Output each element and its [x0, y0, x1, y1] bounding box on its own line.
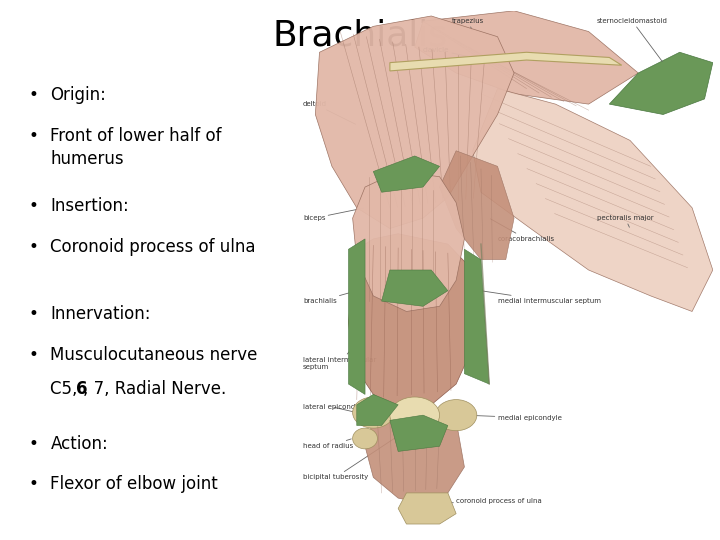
Polygon shape [348, 239, 365, 394]
Text: Origin:: Origin: [50, 86, 107, 104]
Text: •: • [29, 197, 39, 215]
Polygon shape [390, 415, 448, 451]
Text: trapezius: trapezius [452, 18, 485, 30]
Text: head of radius: head of radius [303, 439, 354, 449]
Polygon shape [415, 11, 638, 104]
Text: Action:: Action: [50, 435, 108, 453]
Text: C5,: C5, [50, 380, 83, 398]
Text: Musculocutaneous nerve: Musculocutaneous nerve [50, 346, 258, 363]
Text: medial intermuscular septum: medial intermuscular septum [482, 291, 600, 304]
Polygon shape [609, 52, 713, 114]
Text: •: • [29, 305, 39, 323]
Text: medial epicondyle: medial epicondyle [466, 415, 562, 421]
Ellipse shape [353, 397, 394, 428]
Text: sternocleidomastoid: sternocleidomastoid [597, 18, 667, 62]
Text: •: • [29, 435, 39, 453]
Text: Insertion:: Insertion: [50, 197, 129, 215]
Ellipse shape [353, 428, 377, 449]
Polygon shape [390, 52, 622, 71]
Text: deltoid: deltoid [303, 101, 356, 124]
Text: Front of lower half of
humerus: Front of lower half of humerus [50, 127, 222, 168]
Polygon shape [353, 172, 464, 312]
Text: coronoid process of ulna: coronoid process of ulna [441, 498, 542, 504]
Text: Brachialis: Brachialis [272, 19, 448, 53]
Polygon shape [348, 234, 481, 410]
Text: •: • [29, 127, 39, 145]
Text: lateral epicondyle: lateral epicondyle [303, 404, 366, 412]
Polygon shape [464, 249, 490, 384]
Text: •: • [29, 475, 39, 493]
Ellipse shape [436, 400, 477, 431]
Polygon shape [439, 151, 514, 260]
Text: , 7, Radial Nerve.: , 7, Radial Nerve. [83, 380, 226, 398]
Text: biceps: biceps [303, 208, 364, 221]
Text: clavicle: clavicle [423, 46, 472, 57]
Polygon shape [472, 89, 713, 312]
Polygon shape [365, 420, 464, 503]
Text: Flexor of elbow joint: Flexor of elbow joint [50, 475, 218, 493]
Text: •: • [29, 86, 39, 104]
Text: pectoralis major: pectoralis major [597, 215, 654, 227]
Text: bicipital tuberosity: bicipital tuberosity [303, 437, 397, 481]
Text: Coronoid process of ulna: Coronoid process of ulna [50, 238, 256, 255]
Text: brachialis: brachialis [303, 291, 356, 304]
Ellipse shape [390, 397, 439, 433]
Polygon shape [315, 16, 514, 228]
Text: 6: 6 [76, 380, 88, 398]
Polygon shape [382, 270, 448, 306]
Polygon shape [357, 394, 398, 426]
Text: lateral intermuscular
septum: lateral intermuscular septum [303, 343, 376, 370]
Polygon shape [373, 156, 439, 192]
Polygon shape [398, 493, 456, 524]
Text: •: • [29, 238, 39, 255]
Text: •: • [29, 346, 39, 363]
Text: coracobrachialis: coracobrachialis [490, 219, 554, 242]
Text: Innervation:: Innervation: [50, 305, 151, 323]
